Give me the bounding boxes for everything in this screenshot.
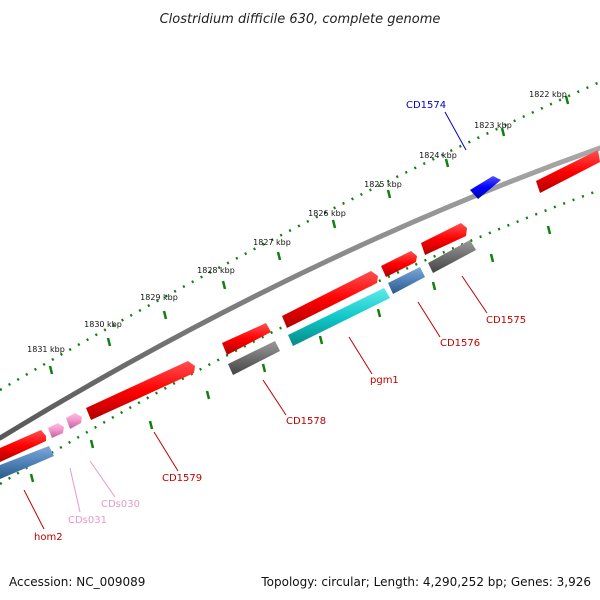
- kbp-labels: 1822 kbp 1823 kbp 1824 kbp 1825 kbp 1826…: [27, 90, 567, 354]
- gene-label-cds031[interactable]: CDs031: [68, 515, 107, 526]
- kbp-label-1828: 1828 kbp: [197, 266, 235, 275]
- gene-pgm1-bar: [288, 288, 390, 346]
- gene-label-cd1579[interactable]: CD1579: [162, 473, 202, 484]
- kbp-label-1823: 1823 kbp: [474, 121, 512, 130]
- inner-ring-ticks: [29, 225, 552, 483]
- leader-cds031: [69, 467, 81, 513]
- kbp-label-1827: 1827 kbp: [253, 238, 291, 247]
- gene-red-upper-3: [282, 271, 378, 328]
- gene-labels: CD1574 CD1575 CD1576 pgm1 CD1578 CD1579 …: [34, 100, 526, 543]
- gene-hom2-upper: [0, 430, 46, 462]
- gene-red-upper-1: [421, 223, 467, 255]
- genome-summary-text: Topology: circular; Length: 4,290,252 bp…: [260, 575, 591, 589]
- gene-label-cd1576[interactable]: CD1576: [440, 338, 480, 349]
- leader-pgm1: [348, 336, 373, 375]
- gene-label-hom2[interactable]: hom2: [34, 532, 63, 543]
- reverse-strand-genes: [0, 240, 476, 479]
- leader-cd1578: [262, 379, 287, 416]
- gene-cd1575-bar: [428, 240, 476, 273]
- gene-pink-1: [66, 413, 82, 429]
- gene-cd1578-bar: [228, 341, 280, 375]
- gene-cd1574-arrow: [470, 176, 501, 199]
- kbp-ticks: [48, 95, 570, 375]
- genome-backbone: [0, 145, 600, 441]
- leader-cd1574: [444, 111, 467, 151]
- gene-hom2-lower: [0, 446, 54, 479]
- gene-label-cd1574[interactable]: CD1574: [406, 100, 446, 111]
- kbp-label-1829: 1829 kbp: [140, 293, 178, 302]
- kbp-label-1831: 1831 kbp: [27, 345, 65, 354]
- kbp-label-1824: 1824 kbp: [419, 151, 457, 160]
- leader-cd1576: [417, 301, 441, 338]
- leader-cd1575: [461, 275, 488, 314]
- gene-cd1573-segment: [536, 150, 600, 193]
- gene-label-cd1578[interactable]: CD1578: [286, 416, 326, 427]
- gene-red-upper-5: [86, 361, 195, 420]
- kbp-label-1830: 1830 kbp: [84, 320, 122, 329]
- gene-label-cds030[interactable]: CDs030: [101, 499, 140, 510]
- forward-strand-genes: [0, 150, 600, 462]
- gene-label-cd1575[interactable]: CD1575: [486, 315, 526, 326]
- gene-label-pgm1[interactable]: pgm1: [370, 375, 399, 386]
- gene-pink-2: [48, 423, 64, 438]
- leader-lines: [23, 111, 488, 530]
- leader-cds030: [89, 460, 116, 498]
- leader-cd1579: [153, 431, 179, 472]
- gene-cd1576-bar: [388, 267, 425, 294]
- kbp-label-1822: 1822 kbp: [529, 90, 567, 99]
- gene-red-upper-4: [222, 323, 271, 355]
- kbp-label-1826: 1826 kbp: [308, 209, 346, 218]
- kbp-label-1825: 1825 kbp: [364, 180, 402, 189]
- accession-text: Accession: NC_009089: [9, 575, 145, 589]
- genome-title: Clostridium difficile 630, complete geno…: [160, 12, 441, 27]
- gene-red-upper-2: [381, 251, 417, 277]
- leader-hom2: [23, 489, 45, 530]
